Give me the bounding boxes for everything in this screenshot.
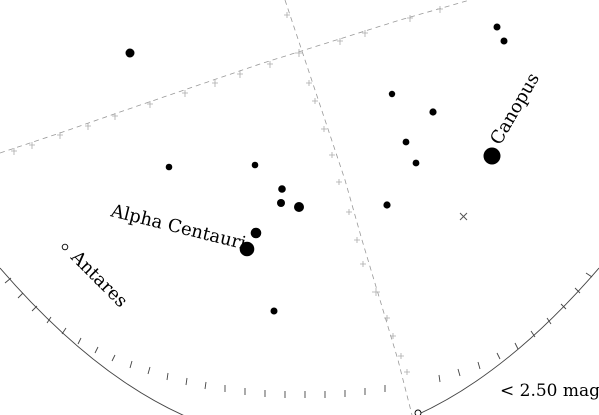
- horizon-arc: [0, 267, 599, 415]
- star[interactable]: [383, 201, 391, 209]
- label-antares: Antares: [66, 246, 132, 312]
- grid-ticks: [11, 6, 443, 375]
- stars: [61, 23, 508, 415]
- star-canopus[interactable]: [483, 147, 501, 165]
- magnitude-limit-label: < 2.50 mag: [500, 381, 599, 401]
- star[interactable]: [493, 23, 501, 31]
- star[interactable]: [500, 37, 508, 45]
- grid-line-ra: [0, 0, 471, 154]
- star[interactable]: [277, 199, 285, 207]
- horizon: [0, 267, 599, 415]
- star[interactable]: [429, 108, 437, 116]
- star[interactable]: [414, 409, 422, 415]
- star[interactable]: [250, 227, 262, 239]
- star[interactable]: [270, 307, 278, 315]
- star-antares[interactable]: [61, 243, 69, 251]
- label-alpha-centauri: Alpha Centauri: [108, 200, 248, 254]
- grid-line-dec: [284, 0, 413, 415]
- star[interactable]: [294, 202, 304, 212]
- marker-x: [459, 212, 468, 221]
- star[interactable]: [251, 161, 259, 169]
- star[interactable]: [165, 163, 173, 171]
- label-canopus: Canopus: [486, 69, 544, 148]
- coordinate-grid: [0, 0, 471, 415]
- star-alpha-centauri[interactable]: [239, 241, 255, 257]
- star[interactable]: [412, 159, 420, 167]
- star[interactable]: [278, 185, 286, 193]
- star[interactable]: [402, 138, 410, 146]
- star[interactable]: [125, 48, 135, 58]
- star[interactable]: [388, 90, 396, 98]
